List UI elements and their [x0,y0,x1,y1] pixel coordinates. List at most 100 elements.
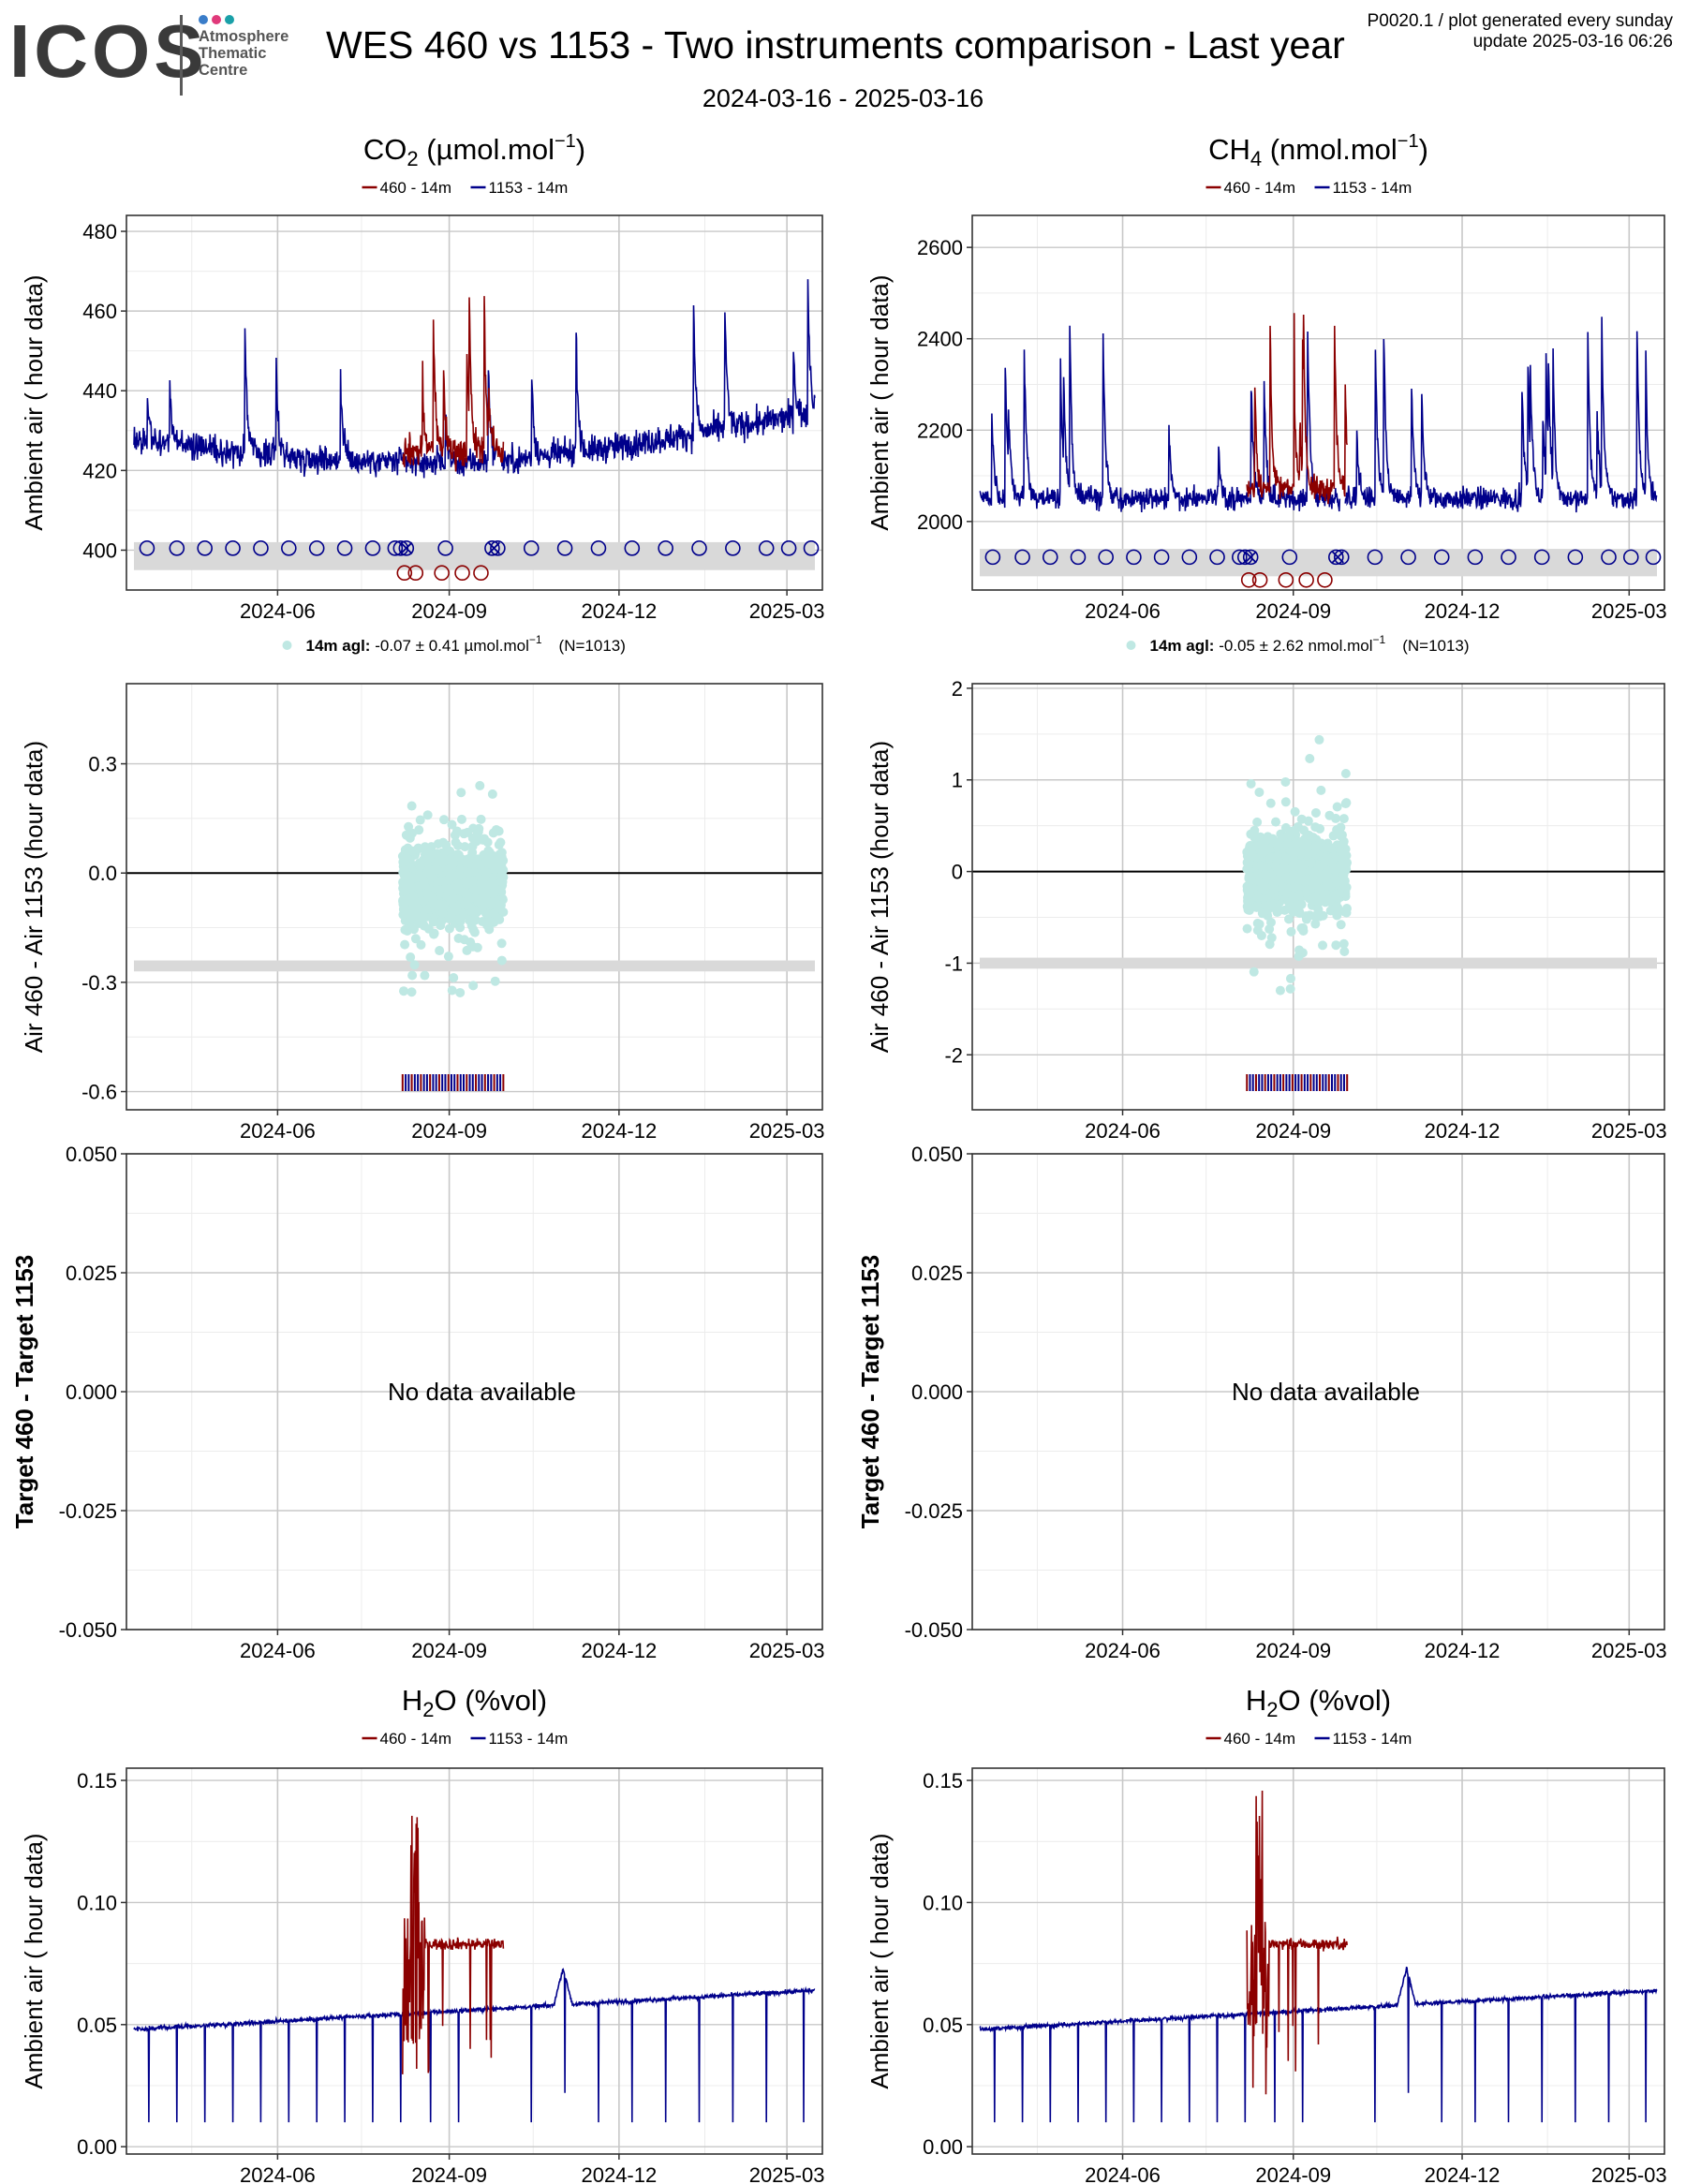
diff-point [1318,894,1328,905]
x-tick-label: 2024-09 [411,599,487,623]
diff-point [435,946,445,956]
series-1153-line [133,279,816,479]
diff-point [401,830,411,840]
x-tick-label: 2024-06 [1085,599,1161,623]
calib-marker-1153 [1328,549,1344,566]
diff-point [439,815,450,825]
legend-label-1153: 1153 - 14m [489,1730,569,1748]
y-tick-label: 0.00 [77,2135,117,2159]
y-axis-label: Ambient air ( hour data) [865,274,894,530]
calib-marker-1153 [1622,549,1639,566]
stats-value: -0.05 ± 2.62 nmol.mol [1214,637,1372,655]
diff-point [1290,893,1300,903]
x-tick-label: 2025-03 [1591,1119,1667,1143]
calibration-band [134,541,815,570]
diff-point [1322,853,1332,863]
y-tick-label: 0.0 [88,862,117,885]
calib-marker-1153 [590,540,607,556]
diff-point [444,914,454,924]
diff-point [1310,822,1321,833]
diff-point [471,908,481,918]
plot-background [126,215,822,590]
series-460-line [1246,313,1348,505]
diff-point [1246,778,1256,789]
diff-point [496,955,507,966]
diff-point [422,889,432,899]
diff-point [1257,861,1267,871]
diff-point [496,871,507,881]
y-tick-label: 0.050 [66,1143,117,1166]
calib-marker-1153 [1533,549,1550,566]
diff-point [418,895,428,906]
x-tick-label: 2024-12 [1425,599,1501,623]
x-tick-label: 2024-06 [1085,1639,1161,1662]
y-axis-label: Ambient air ( hour data) [20,1833,48,2088]
stats-legend-point [1126,641,1136,650]
calib-marker-1153 [780,540,797,556]
y-tick-label: 0.000 [911,1380,963,1404]
diff-point [1266,933,1277,943]
calib-marker-1153 [392,540,409,556]
panel-border [126,683,823,1111]
x-tick-label: 2024-09 [1255,1639,1331,1662]
y-axis-label: Ambient air ( hour data) [20,274,48,530]
y-tick-label: 2 [952,677,963,701]
diff-point [446,853,456,863]
x-tick-label: 2024-12 [581,1119,657,1143]
diff-point [402,853,412,863]
x-tick-label: 2025-03 [749,1639,825,1662]
co2-diff-panel: -0.6 -0.3 0.0 0.3 2024-06 2024-09 2024-12 2025-… [20,683,824,1143]
date-range: 2024-03-16 - 2025-03-16 [702,84,984,112]
panel-border [126,214,823,591]
plot-meta: P0020.1 / plot generated every sunday up… [1368,11,1673,52]
no-data-text: No data available [1232,1378,1420,1406]
diff-point [1283,914,1294,924]
diff-point [423,923,434,934]
diff-point [1301,911,1311,922]
diff-point [422,810,433,820]
y-tick-label: 480 [82,220,117,243]
diff-point [1296,899,1307,909]
y-tick-label: -2 [944,1043,963,1067]
calib-marker-460 [407,565,424,582]
y-tick-label: 2600 [917,236,963,259]
logo-dot-icon [225,15,234,24]
y-tick-label: 0.05 [77,2014,117,2037]
diff-point [469,927,480,937]
stats-legend-point [282,641,292,650]
calib-marker-1153 [1126,549,1142,566]
y-axis-label: Target 460 - Target 1153 [856,1255,884,1528]
diff-point [415,869,425,879]
plot-background [126,1768,822,2154]
calib-marker-1153 [139,540,155,556]
calib-marker-1153 [490,540,506,556]
diff-point [1301,888,1311,898]
calib-marker-1153 [484,540,500,556]
diff-point [455,987,466,997]
calib-marker-1153 [624,540,641,556]
diff-point [1282,889,1293,899]
title-sub: 4 [1250,147,1262,170]
co2-panel-title: CO2 (µmol.mol−1) [363,131,585,170]
diff-point [410,934,421,944]
diff-point [481,868,492,878]
co2-target-panel: -0.050 -0.025 0.000 0.025 0.050 2024-06 2024-0… [10,1143,824,1662]
plot-id: P0020.1 / plot generated every sunday [1367,11,1673,31]
diff-point [1336,920,1346,930]
diff-point [476,814,486,824]
panel-border [971,214,1665,591]
diff-point [1286,827,1296,837]
panel-border [971,1153,1665,1631]
diff-point [1328,831,1338,841]
legend-label-460: 460 - 14m [1224,1730,1296,1748]
diff-point [1291,839,1301,849]
diff-point [1295,848,1306,858]
diff-point [435,883,445,893]
legend-label-1153: 1153 - 14m [489,179,569,197]
calib-marker-1153 [1070,549,1087,566]
diff-point [487,789,497,799]
diff-point [483,846,494,856]
stats-site: 14m agl: [1150,637,1215,655]
calib-marker-460 [1240,571,1257,588]
x-tick-label: 2025-03 [749,599,825,623]
